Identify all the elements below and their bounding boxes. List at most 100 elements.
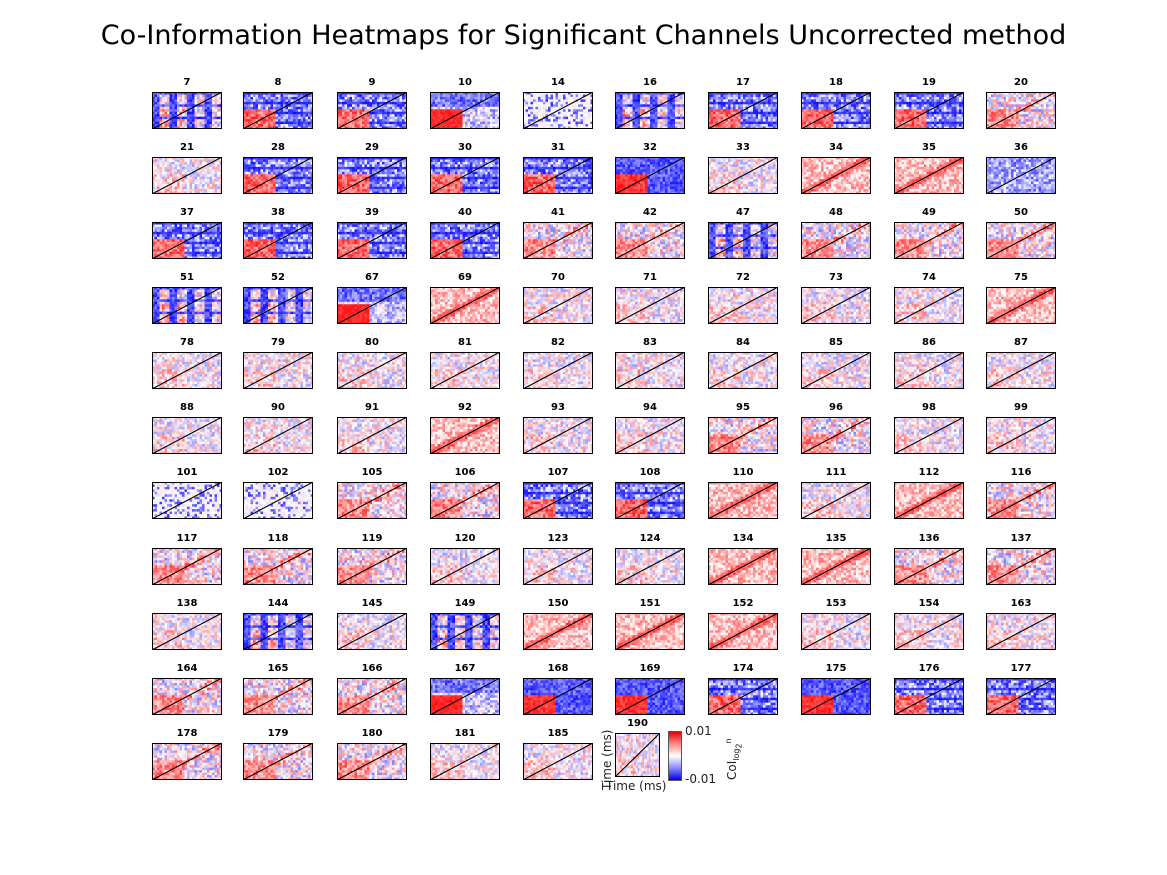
heatmap-cell [202,126,205,129]
heatmap-cell [152,179,155,182]
heatmap-cell [159,166,163,170]
heatmap-cell [853,116,857,120]
heatmap-cell [255,161,259,165]
heatmap-cell [657,106,661,110]
heatmap-cell [665,126,668,129]
heatmap-cell [268,119,271,122]
heatmap-cell [959,104,962,108]
heatmap-cell [941,94,945,98]
heatmap-cell [305,92,309,95]
heatmap-cell [760,92,764,95]
heatmap-cell [387,114,390,117]
heatmap-cell [723,114,726,117]
heatmap-cell [157,109,160,113]
heatmap-cell [245,126,249,129]
heatmap-cell [632,92,636,95]
heatmap-cell [1003,94,1007,98]
heatmap-cell [437,109,441,113]
heatmap-cell [372,109,375,113]
heatmap-cell [300,101,304,105]
heatmap-cell [159,164,163,168]
heatmap-cell [359,121,363,125]
heatmap-cell [959,109,962,113]
heatmap-cell [280,99,284,103]
heatmap-cell [457,101,461,105]
heatmap-cell [620,126,623,129]
heatmap-cell [525,114,529,117]
heatmap-cell [588,109,591,113]
heatmap-cell [492,104,496,108]
heatmap-cell [204,104,208,108]
heatmap-cell [657,109,661,113]
heatmap-cell [275,164,279,168]
heatmap-cell [1048,94,1052,98]
heatmap-cell [1021,101,1024,105]
heatmap-cell [362,94,365,98]
heatmap-cell [248,181,251,185]
heatmap-cell [369,126,373,129]
heatmap-cell [472,106,476,110]
heatmap-cell [194,101,198,105]
heatmap-cell [550,94,554,98]
heatmap-cell [617,126,621,129]
heatmap-cell [177,166,180,170]
heatmap-cell [540,119,544,122]
heatmap-cell [435,96,438,100]
heatmap-cell [250,116,254,120]
heatmap-cell [831,114,834,117]
heatmap-cell [1046,104,1049,108]
heatmap-cell [811,106,814,110]
heatmap-cell [212,191,215,194]
heatmap-cell [389,101,393,105]
heatmap-cell [480,96,483,100]
heatmap-cell [404,99,407,103]
heatmap-cell [828,121,832,125]
heatmap-cell [770,92,774,95]
heatmap-cell [250,111,254,115]
heatmap-cell [753,92,756,95]
heatmap-cell [435,109,438,113]
heatmap-cell [951,92,955,95]
heatmap-cell [861,116,864,120]
panel-frame [708,92,778,129]
heatmap-cell [384,126,388,129]
heatmap-cell [402,111,405,115]
heatmap-cell [295,184,299,187]
heatmap-cell [275,94,279,98]
heatmap-cell [305,121,309,125]
heatmap-cell [379,92,383,95]
heatmap-cell [283,96,286,100]
heatmap-cell [1053,114,1056,117]
heatmap-cell [1031,119,1034,122]
heatmap-cell [1043,114,1047,117]
heatmap-cell [553,116,556,120]
heatmap-cell [894,119,897,122]
heatmap-cell [154,166,158,170]
heatmap-cell [1053,92,1056,95]
heatmap-cell [560,99,564,103]
heatmap-cell [303,99,306,103]
heatmap-cell [652,109,656,113]
heatmap-cell [961,99,964,103]
heatmap-cell [675,116,678,120]
heatmap-cell [735,116,739,120]
heatmap-cell [715,116,719,120]
heatmap-cell [728,109,731,113]
heatmap-cell [949,121,952,125]
heatmap-cell [187,169,190,173]
heatmap-cell [745,109,749,113]
heatmap-cell [665,99,668,103]
heatmap-cell [490,126,493,129]
heatmap-cell [523,101,526,105]
heatmap-cell [167,124,170,127]
heatmap-cell [248,101,251,105]
heatmap-cell [308,161,311,165]
heatmap-cell [1036,99,1039,103]
heatmap-cell [833,106,837,110]
heatmap-cell [275,169,279,173]
heatmap-cell [1018,101,1022,105]
heatmap-cell [728,94,731,98]
heatmap-cell [377,104,380,108]
heatmap-cell [442,92,446,95]
heatmap-cell [452,109,456,113]
